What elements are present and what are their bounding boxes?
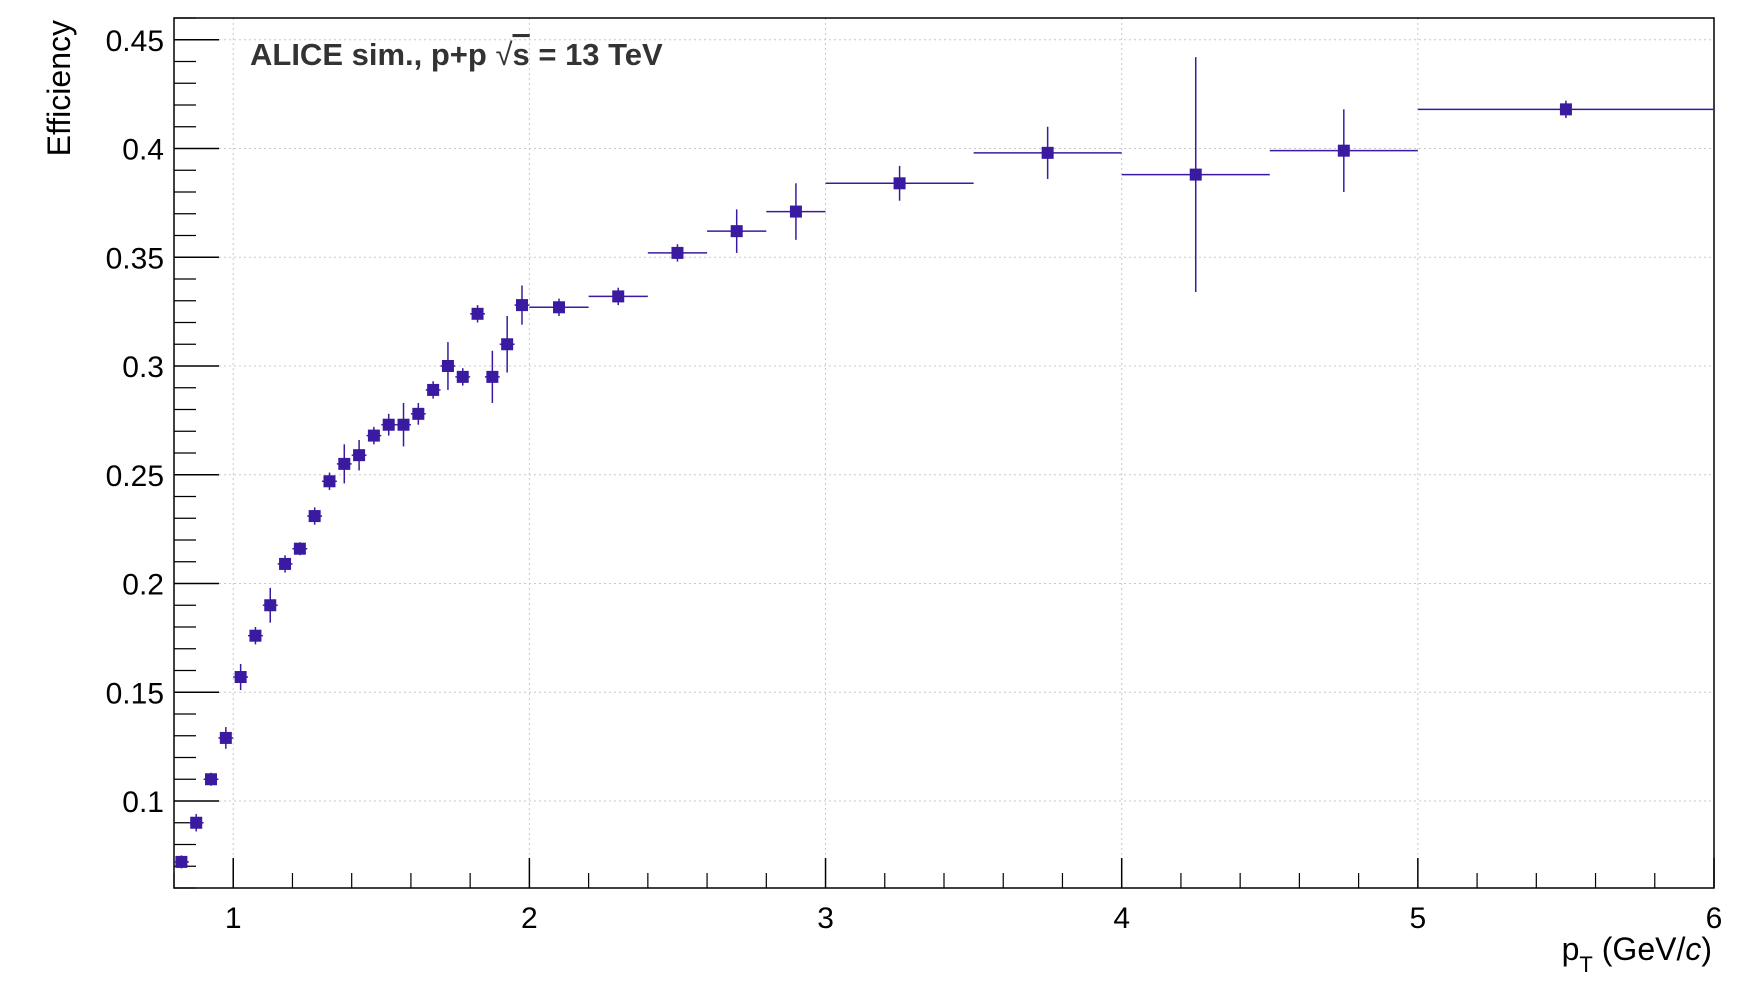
data-point [484,350,500,403]
y-tick-label: 0.4 [122,134,164,167]
data-point [396,402,411,447]
data-point [203,772,219,786]
data-point [425,381,441,399]
x-tick-label: 2 [521,902,538,935]
marker [175,855,188,868]
marker [234,671,247,684]
marker [205,773,218,786]
data-point [277,555,293,573]
data-point [307,507,323,525]
data-point [647,244,708,262]
y-tick-label: 0.25 [106,460,164,493]
marker [323,475,336,488]
data-point [351,439,367,471]
marker [338,457,351,470]
marker [427,383,440,396]
marker [1189,168,1202,181]
marker [730,225,743,238]
data-point [973,126,1122,179]
marker [367,429,380,442]
marker [219,731,232,744]
marker [671,246,684,259]
data-point [499,315,515,373]
data-point [218,727,234,749]
data-point [188,814,204,832]
data-point [233,663,249,691]
marker [249,629,262,642]
data-points [174,57,1714,869]
y-axis-title: Efficiency [41,20,77,156]
y-tick-label: 0.3 [122,351,164,384]
marker [471,307,484,320]
data-point [410,402,426,425]
x-axis-title: pT (GeV/c) [1562,931,1712,977]
y-tick-label: 0.35 [106,242,164,275]
sqrt-arg: s [512,37,529,72]
data-point [470,305,485,323]
marker [190,816,203,829]
marker [293,542,306,555]
marker [789,205,802,218]
data-point [248,627,263,645]
annotation-text: ALICE sim., p+p √s = 13 TeV [250,37,663,72]
marker [382,418,395,431]
data-point [292,542,308,556]
axis-ticks: 1 2 3 4 5 6 0.1 0.15 0.2 0.25 0.3 0.35 0.4 0.45 [106,17,1723,935]
marker [893,177,906,190]
data-point [1269,109,1418,192]
data-point [825,165,974,201]
marker [397,418,410,431]
y-tick-label: 0.1 [122,786,164,819]
data-point [455,368,471,386]
data-point [529,298,589,316]
marker [1559,103,1572,116]
x-tick-label: 1 [225,902,242,935]
data-point [766,183,826,240]
marker [1337,144,1350,157]
marker [308,510,321,523]
marker [612,290,625,303]
data-point [707,209,767,253]
data-point [322,472,337,490]
data-point [440,342,456,390]
data-point [514,285,530,325]
y-tick-label: 0.45 [106,25,164,58]
x-tick-label: 6 [1706,902,1723,935]
marker [412,407,425,420]
marker [279,557,292,570]
grid [174,18,1715,888]
x-tick-label: 5 [1410,902,1427,935]
data-point [1417,100,1714,119]
marker [553,301,565,314]
data-point [588,287,648,306]
marker [486,370,499,383]
marker [515,299,528,312]
data-point [262,587,278,623]
marker [264,599,277,612]
data-point [381,413,397,436]
y-tick-label: 0.15 [106,677,164,710]
x-tick-label: 3 [817,902,834,935]
marker [353,449,366,462]
x-tick-label: 4 [1113,902,1130,935]
y-tick-label: 0.2 [122,569,164,602]
marker [441,360,454,372]
marker [501,338,514,351]
data-point [1121,57,1270,293]
data-point [336,444,352,484]
data-point [366,426,382,445]
marker [1041,146,1054,159]
marker [456,370,469,383]
data-point [174,855,189,869]
